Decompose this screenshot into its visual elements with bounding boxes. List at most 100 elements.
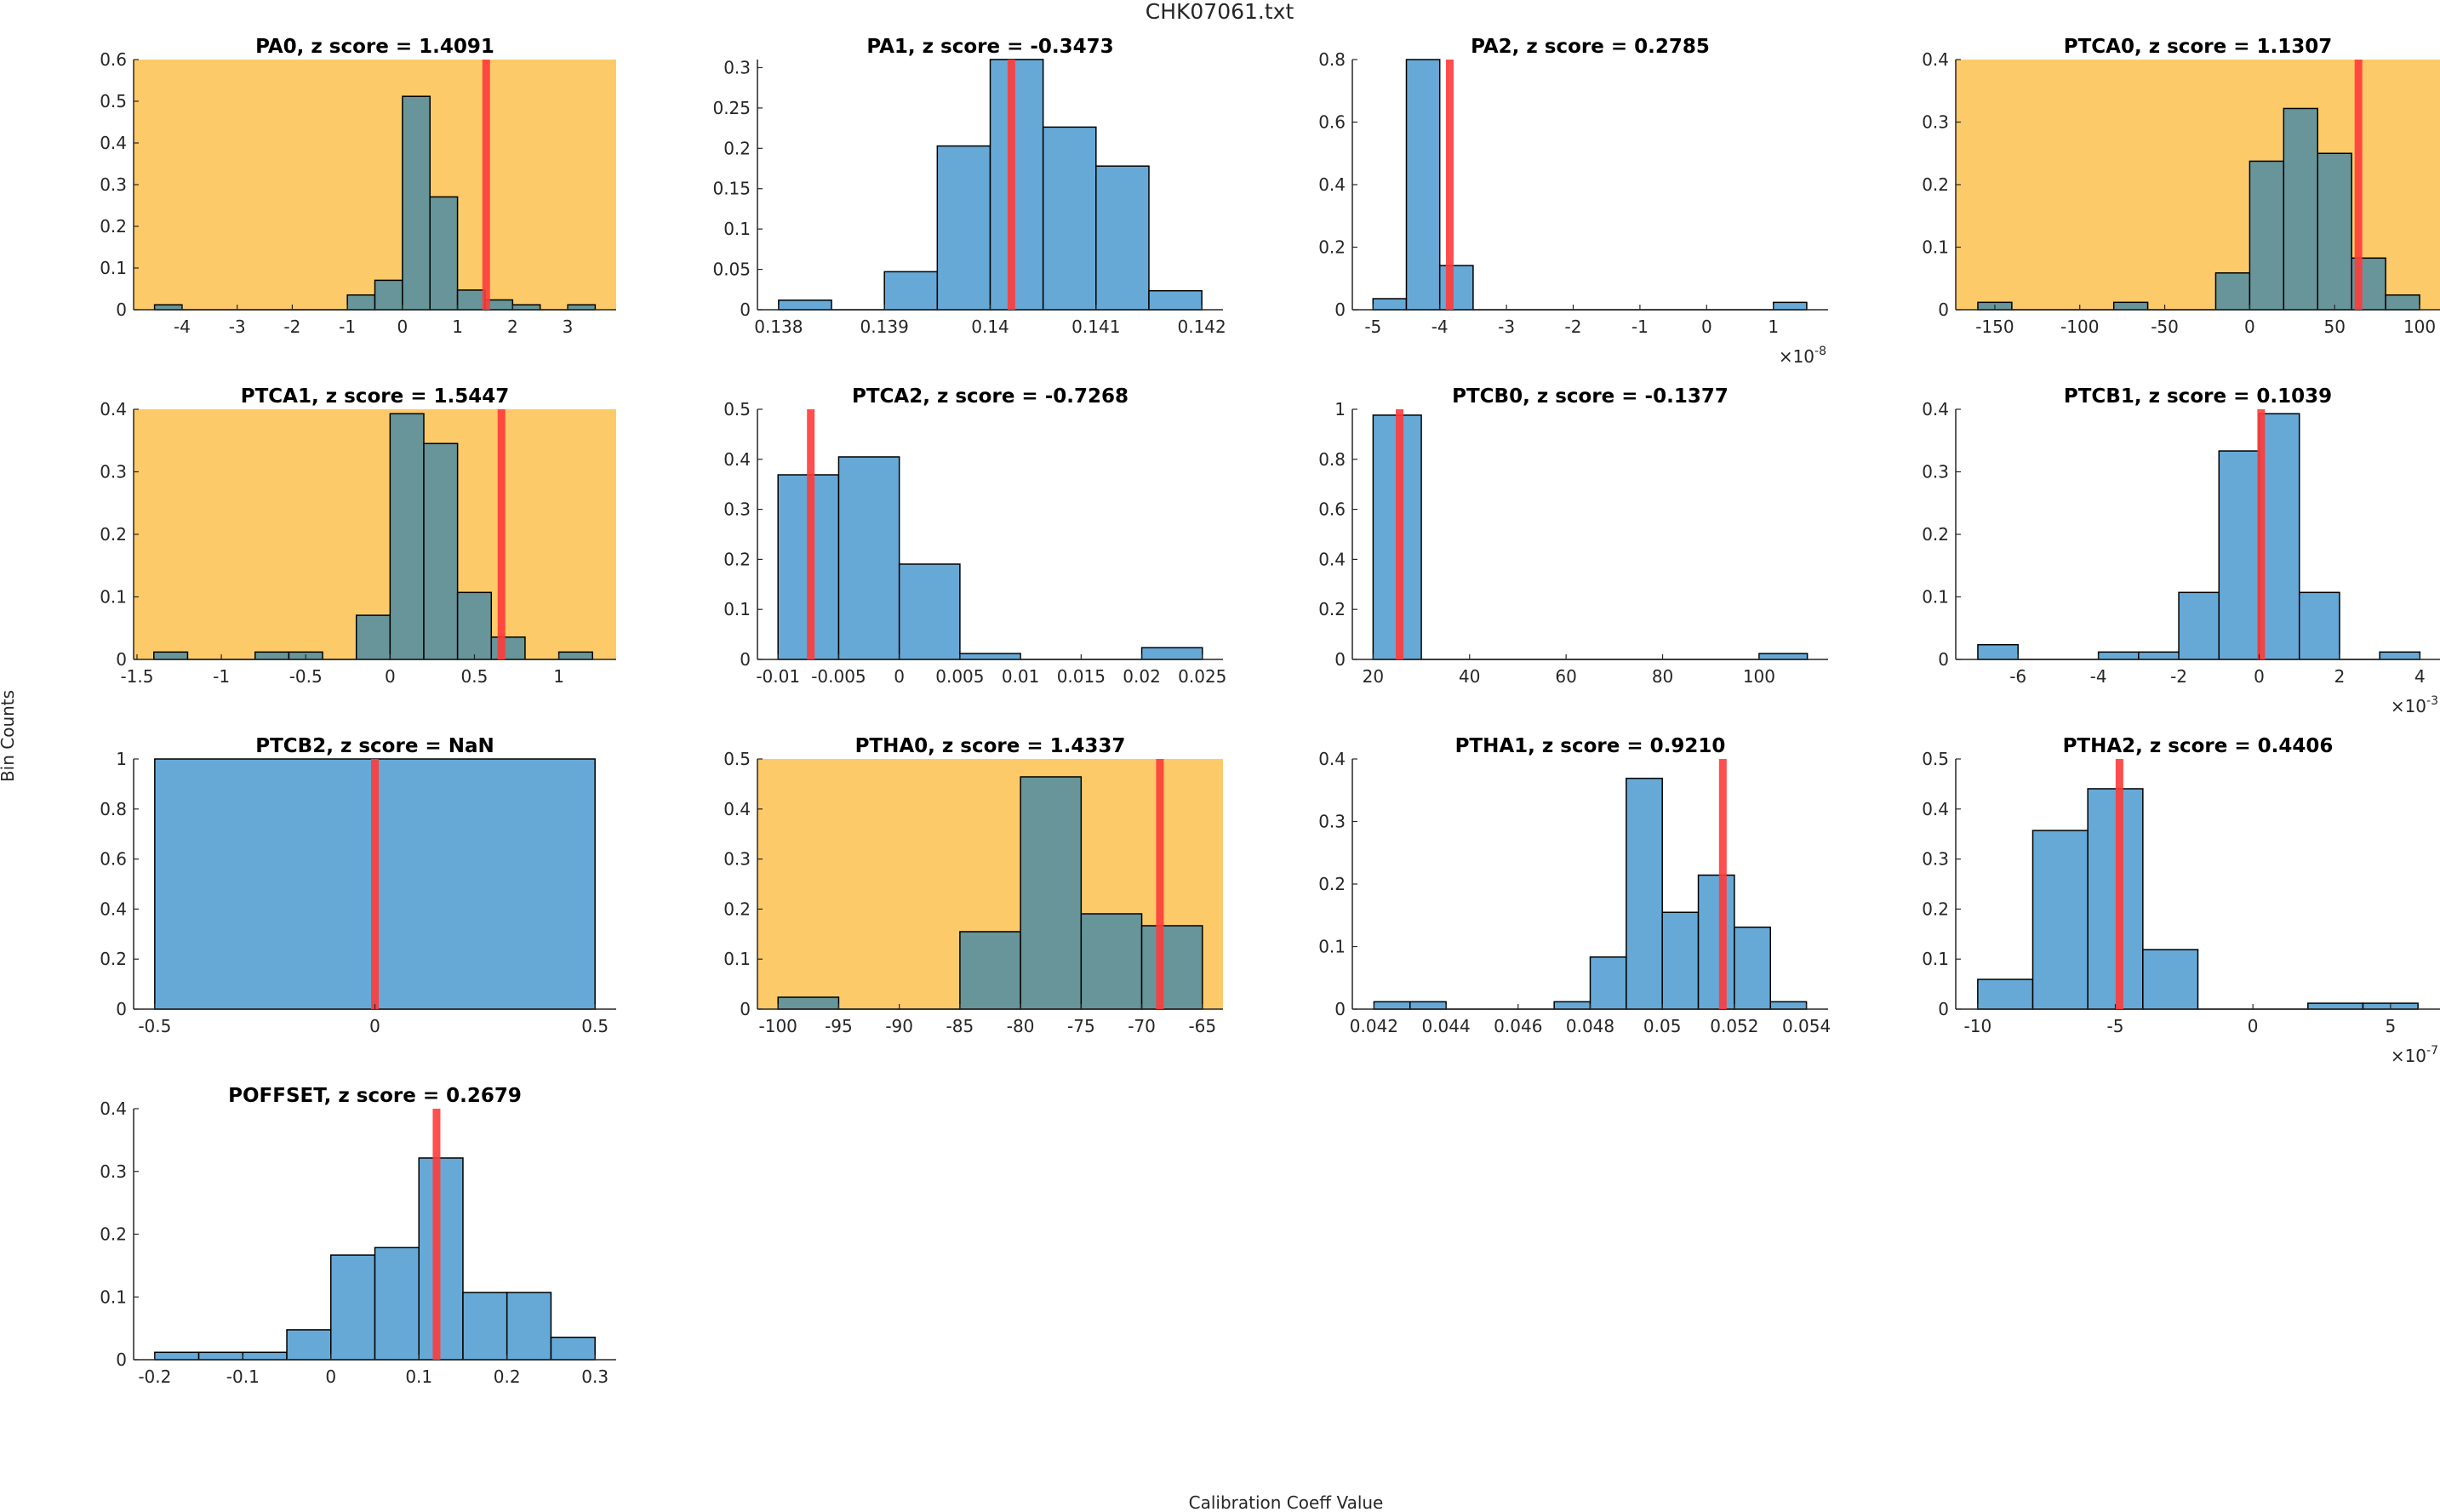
x-tick-label: 5 <box>2385 1016 2396 1036</box>
histogram-bar <box>286 1329 332 1361</box>
y-tick-label: 0.2 <box>100 524 127 545</box>
x-tick-label: -1 <box>213 666 230 687</box>
x-axis-exponent: ×10-7 <box>2391 1044 2438 1066</box>
y-tick-label: 0.3 <box>1922 849 1949 870</box>
x-tick-label: 0.01 <box>1002 666 1040 687</box>
x-tick-label: -0.01 <box>756 666 800 687</box>
y-tick-label: 0.3 <box>100 1161 127 1182</box>
histogram-bar <box>154 1351 200 1361</box>
histogram-bar <box>1697 874 1735 1010</box>
y-tick-label: 0.05 <box>712 260 751 280</box>
histogram-bar <box>1769 1001 1808 1010</box>
y-tick-label: 0.1 <box>723 599 751 619</box>
histogram-bar <box>2307 1002 2364 1010</box>
y-tick-label: 0.3 <box>1922 462 1949 482</box>
y-tick-label: 0.2 <box>1922 174 1949 195</box>
histogram-bar <box>511 304 541 311</box>
histogram-bar <box>1661 911 1700 1010</box>
current-value-marker <box>1718 759 1727 1009</box>
y-tick-label: 0.4 <box>1318 549 1346 569</box>
histogram-bar <box>346 294 376 311</box>
histogram-bar <box>374 279 403 311</box>
y-tick-label: 0.6 <box>1318 112 1346 133</box>
x-tick-label: -6 <box>2009 666 2026 687</box>
x-tick-label: 0.005 <box>935 666 984 687</box>
x-tick-label: 0.141 <box>1071 317 1120 337</box>
y-tick-label: 0.2 <box>1318 599 1346 619</box>
subplot-ptcb1: PTCB1, z score = 0.1039 -6 -4 -2 0 2 4 0 0.1 0.2 0… <box>1922 385 2440 716</box>
x-tick-label: -0.1 <box>226 1367 260 1387</box>
subplot-title: POFFSET, z score = 0.2679 <box>228 1085 522 1107</box>
x-tick-label: 0.048 <box>1566 1016 1614 1036</box>
histogram-bar <box>462 1292 508 1361</box>
x-tick-label: -1.5 <box>120 666 153 687</box>
histogram-bar <box>1977 979 2034 1010</box>
histogram-bar <box>1977 643 2019 660</box>
y-tick-label: 0.3 <box>723 849 751 870</box>
histogram-bar <box>1080 913 1143 1010</box>
x-tick-label: -4 <box>2090 666 2107 687</box>
subplot-ptca0: PTCA0, z score = 1.1307 -150 -100 -50 0 50 100… <box>1922 36 2440 337</box>
x-tick-label: -50 <box>2151 317 2179 337</box>
y-tick-label: 0.8 <box>1318 49 1346 70</box>
x-tick-label: -0.2 <box>138 1367 171 1387</box>
histogram-bar <box>2379 651 2421 660</box>
outlier-highlight-background <box>134 60 616 310</box>
histogram-bar <box>1758 653 1809 660</box>
histogram-bar <box>1553 1001 1591 1010</box>
y-tick-label: 0 <box>116 300 127 320</box>
y-tick-label: 1 <box>116 749 127 769</box>
x-tick-label: -4 <box>174 317 191 337</box>
y-tick-label: 0.5 <box>100 91 127 111</box>
subplot-pa0: PA0, z score = 1.4091 -4 -3 -2 -1 0 1 2 3 0 0.1 0.2… <box>100 36 616 337</box>
x-tick-label: 0 <box>325 1367 336 1387</box>
current-value-marker <box>1445 60 1454 310</box>
y-tick-label: 0 <box>116 999 127 1019</box>
histogram-bar <box>567 304 597 311</box>
histogram-bar <box>1095 165 1150 311</box>
histogram-bar <box>1409 1001 1447 1010</box>
histogram-bar <box>936 145 991 311</box>
y-tick-label: 0.3 <box>100 462 127 482</box>
subplot-ptha0: PTHA0, z score = 1.4337 -100 -95 -90 -85 -80 -… <box>723 735 1223 1036</box>
y-tick-label: 0.1 <box>1922 949 1949 969</box>
y-tick-label: 0.3 <box>1922 112 1949 133</box>
subplot-pa2: PA2, z score = 0.2785 -5 -4 -3 -2 -1 0 1 0 0.2 0.4… <box>1318 36 1828 367</box>
x-tick-label: 0 <box>397 317 408 337</box>
y-tick-label: 0.25 <box>712 98 751 118</box>
histogram-bar <box>330 1254 376 1361</box>
y-tick-label: 0 <box>740 649 751 670</box>
y-tick-label: 0.8 <box>100 799 127 819</box>
y-tick-label: 0.2 <box>100 216 127 237</box>
subplot-title: PA1, z score = -0.3473 <box>866 36 1113 58</box>
subplot-title: PTCB2, z score = NaN <box>255 735 494 757</box>
x-tick-label: -0.5 <box>138 1016 171 1036</box>
histogram-bar <box>242 1351 288 1361</box>
histogram-bar <box>254 651 290 660</box>
y-tick-label: 0.1 <box>723 219 751 239</box>
x-tick-label: 100 <box>1743 666 1775 687</box>
histogram-bar <box>1734 926 1771 1010</box>
histogram-bar <box>197 1351 244 1361</box>
y-tick-label: 0.2 <box>723 138 751 158</box>
histogram-bar <box>429 196 459 311</box>
histogram-bar <box>1373 1001 1411 1010</box>
subplot-title: PTCB0, z score = -0.1377 <box>1452 385 1729 408</box>
y-tick-label: 0.3 <box>100 174 127 195</box>
histogram-bar <box>2031 830 2089 1010</box>
y-tick-label: 0.2 <box>1922 899 1949 919</box>
current-value-marker <box>482 60 490 310</box>
y-tick-label: 0.8 <box>1318 449 1346 470</box>
histogram-bar <box>1589 956 1627 1010</box>
y-tick-label: 0.2 <box>723 899 751 919</box>
histogram-bar <box>2258 413 2300 660</box>
y-tick-label: 0 <box>116 1349 127 1370</box>
histogram-bar <box>1140 647 1203 660</box>
histogram-bar <box>837 456 900 660</box>
histogram-bar <box>1405 59 1441 311</box>
x-tick-label: -75 <box>1067 1016 1095 1036</box>
x-axis-exponent: ×10-8 <box>1779 345 1826 367</box>
x-tick-label: -10 <box>1964 1016 1992 1036</box>
histogram-bar <box>959 653 1021 660</box>
